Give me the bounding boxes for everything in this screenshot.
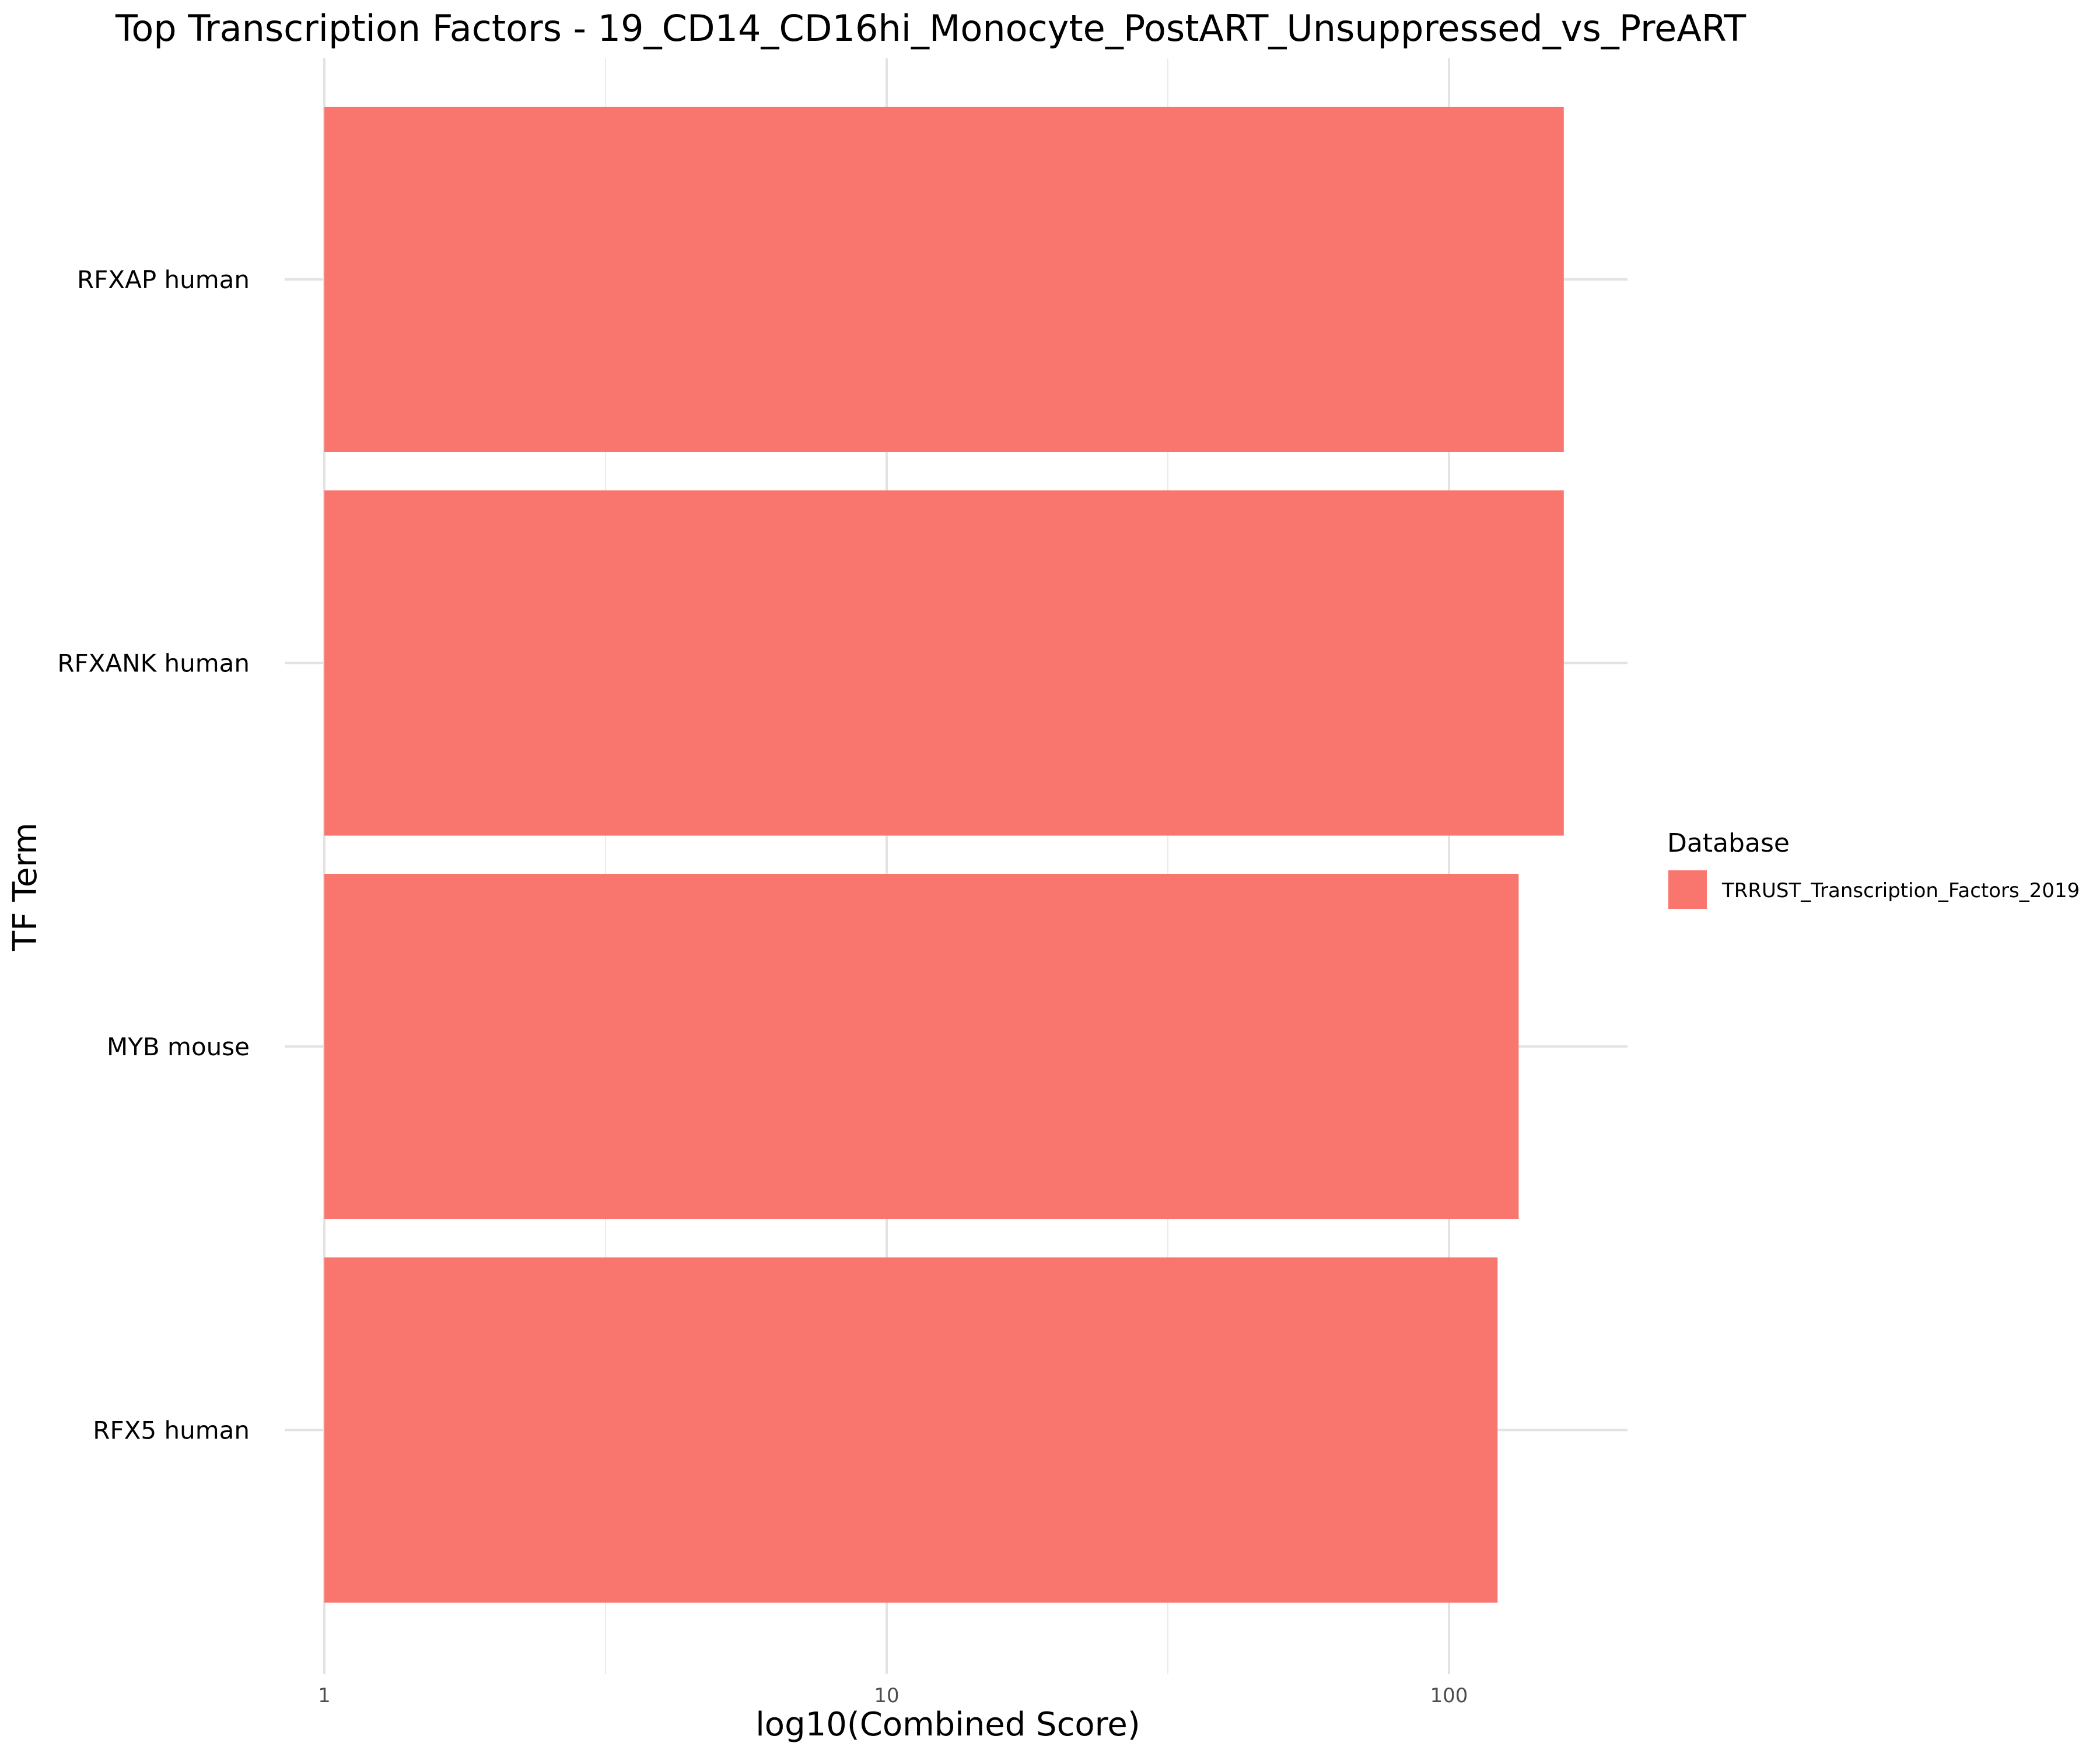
x-tick-label: 100 [1430,1684,1468,1707]
legend-key [1668,870,1707,909]
bar [324,107,1564,452]
y-tick-labels: RFXAP human RFXANK human MYB mouse RFX5 hum… [57,265,250,1445]
x-axis-title: log10(Combined Score) [755,1706,1140,1744]
x-tick-labels: 1 10 100 [318,1684,1468,1707]
bar [324,490,1564,836]
legend-label: TRRUST_Transcription_Factors_2019 [1721,879,2080,902]
x-tick-label: 10 [874,1684,899,1707]
y-axis-title: TF Term [6,822,44,951]
y-tick-label: RFXANK human [57,649,250,678]
y-tick-label: RFX5 human [93,1416,250,1445]
y-tick-label: RFXAP human [77,265,250,294]
bar [324,1257,1498,1603]
legend: Database TRRUST_Transcription_Factors_20… [1667,828,2080,909]
legend-title: Database [1667,828,1790,858]
chart-title: Top Transcription Factors - 19_CD14_CD16… [115,7,1746,50]
bar [324,874,1519,1219]
y-tick-label: MYB mouse [107,1032,250,1061]
bars [324,107,1564,1603]
x-tick-label: 1 [318,1684,331,1707]
